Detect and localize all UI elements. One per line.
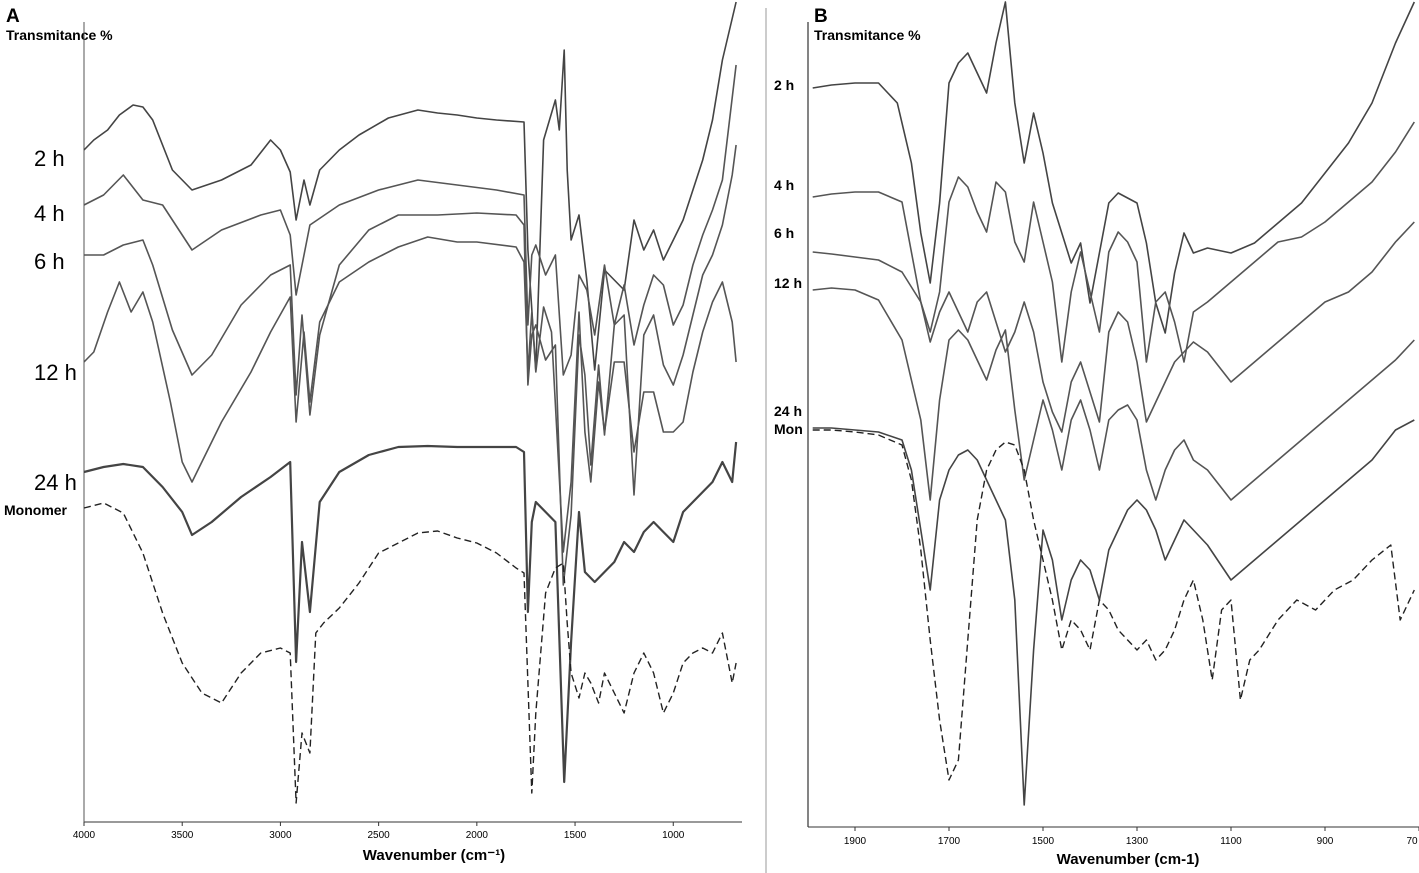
- panel-b: B Transmitance % 1900 1700 1500 1300 1100 900…: [774, 1, 1419, 868]
- series-label: 2 h: [34, 146, 65, 171]
- x-tick-label: 3000: [269, 830, 292, 841]
- series-label: 2 h: [774, 77, 794, 93]
- x-tick-label: 1700: [938, 836, 961, 847]
- series-line-4-h: [83, 64, 737, 376]
- panel-b-series: [812, 1, 1416, 806]
- panel-b-x-axis-label: Wavenumber (cm-1): [1057, 851, 1200, 868]
- panel-a-series-labels: 2 h 4 h 6 h 12 h 24 h Monomer: [4, 146, 77, 518]
- x-tick-label: 1900: [844, 836, 867, 847]
- series-label: Monomer: [4, 502, 68, 518]
- x-tick-label: 1300: [1126, 836, 1149, 847]
- panel-a-x-axis-label: Wavenumber (cm⁻¹): [363, 847, 505, 864]
- series-line-12-h: [812, 287, 1415, 501]
- series-line-6-h: [84, 144, 737, 586]
- series-line-monomer: [83, 502, 737, 804]
- series-line-4-h: [812, 121, 1415, 363]
- panel-b-y-axis-label: Transmitance %: [814, 27, 921, 43]
- series-line-mon: [812, 429, 1415, 781]
- series-label: 12 h: [34, 360, 77, 385]
- panel-a-series: [83, 1, 738, 804]
- series-line-12-h: [83, 236, 737, 553]
- x-tick-label: 2500: [368, 830, 391, 841]
- series-label: 6 h: [34, 249, 65, 274]
- series-line-24-h: [83, 441, 738, 784]
- series-label: 4 h: [34, 201, 65, 226]
- series-line-6-h: [812, 221, 1415, 433]
- panel-a-x-ticks: 4000 3500 3000 2500 2000 1500 1000: [73, 822, 685, 841]
- x-tick-label: 1500: [1032, 836, 1055, 847]
- series-label: Mon: [774, 421, 803, 437]
- panel-a-y-axis-label: Transmitance %: [6, 27, 113, 43]
- series-label: 12 h: [774, 275, 802, 291]
- panel-a: A Transmitance % 4000 3500 3000 2500 2000 150…: [4, 1, 742, 864]
- series-label: 6 h: [774, 225, 794, 241]
- series-label: 4 h: [774, 177, 794, 193]
- x-tick-label: 2000: [466, 830, 489, 841]
- panel-b-series-labels: 2 h 4 h 6 h 12 h 24 h Mon: [774, 77, 803, 437]
- x-tick-label: 3500: [171, 830, 194, 841]
- x-tick-label: 4000: [73, 830, 96, 841]
- series-line-24-h: [812, 419, 1415, 806]
- series-label: 24 h: [774, 403, 802, 419]
- x-tick-label: 70: [1406, 836, 1418, 847]
- panel-a-letter: A: [6, 6, 20, 27]
- series-label: 24 h: [34, 470, 77, 495]
- x-tick-label: 1000: [662, 830, 685, 841]
- panel-b-x-ticks: 1900 1700 1500 1300 1100 900 70: [844, 827, 1419, 847]
- series-line-2-h: [83, 1, 737, 371]
- series-line-2-h: [812, 1, 1416, 334]
- x-tick-label: 1500: [564, 830, 587, 841]
- panel-b-letter: B: [814, 6, 828, 27]
- x-tick-label: 900: [1317, 836, 1334, 847]
- x-tick-label: 1100: [1220, 836, 1242, 847]
